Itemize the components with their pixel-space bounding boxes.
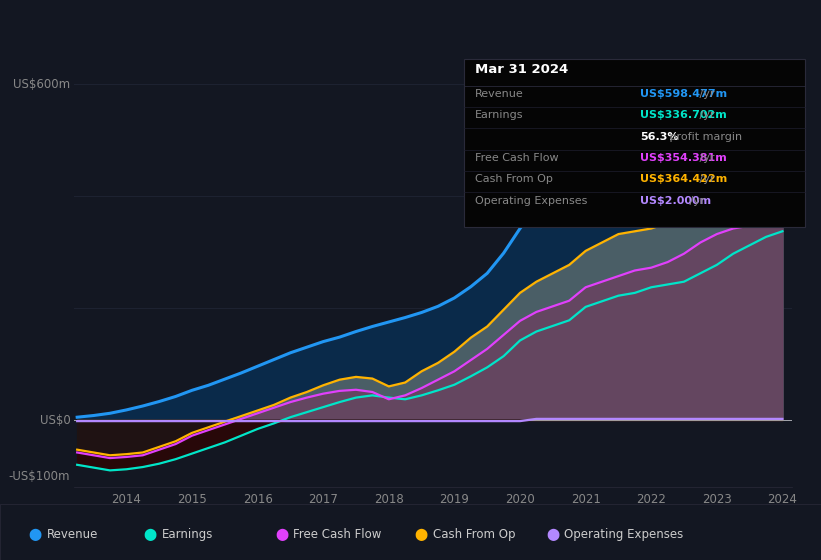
Text: Operating Expenses: Operating Expenses [564,528,683,542]
Text: Revenue: Revenue [47,528,99,542]
Text: Free Cash Flow: Free Cash Flow [293,528,382,542]
Text: 56.3%: 56.3% [640,132,679,142]
Text: profit margin: profit margin [666,132,742,142]
Text: Revenue: Revenue [475,89,524,99]
Text: ⬤: ⬤ [275,528,288,542]
Text: US$598.477m: US$598.477m [640,89,727,99]
Text: Operating Expenses: Operating Expenses [475,195,588,206]
Text: Mar 31 2024: Mar 31 2024 [475,63,569,76]
Text: ⬤: ⬤ [546,528,559,542]
Text: /yr: /yr [696,153,715,163]
Text: US$2.000m: US$2.000m [640,195,712,206]
Text: US$336.702m: US$336.702m [640,110,727,120]
Text: US$600m: US$600m [13,77,71,91]
Text: ⬤: ⬤ [29,528,42,542]
Text: Free Cash Flow: Free Cash Flow [475,153,559,163]
Text: ⬤: ⬤ [144,528,157,542]
Text: US$364.422m: US$364.422m [640,174,727,184]
Text: US$0: US$0 [39,413,71,427]
Text: Cash From Op: Cash From Op [475,174,553,184]
Text: /yr: /yr [696,174,715,184]
Text: /yr: /yr [696,110,715,120]
Text: Cash From Op: Cash From Op [433,528,515,542]
Text: /yr: /yr [686,195,704,206]
Text: Earnings: Earnings [162,528,213,542]
Text: US$354.381m: US$354.381m [640,153,727,163]
Text: -US$100m: -US$100m [9,469,71,483]
Text: /yr: /yr [696,89,715,99]
Text: Earnings: Earnings [475,110,524,120]
Text: ⬤: ⬤ [415,528,428,542]
